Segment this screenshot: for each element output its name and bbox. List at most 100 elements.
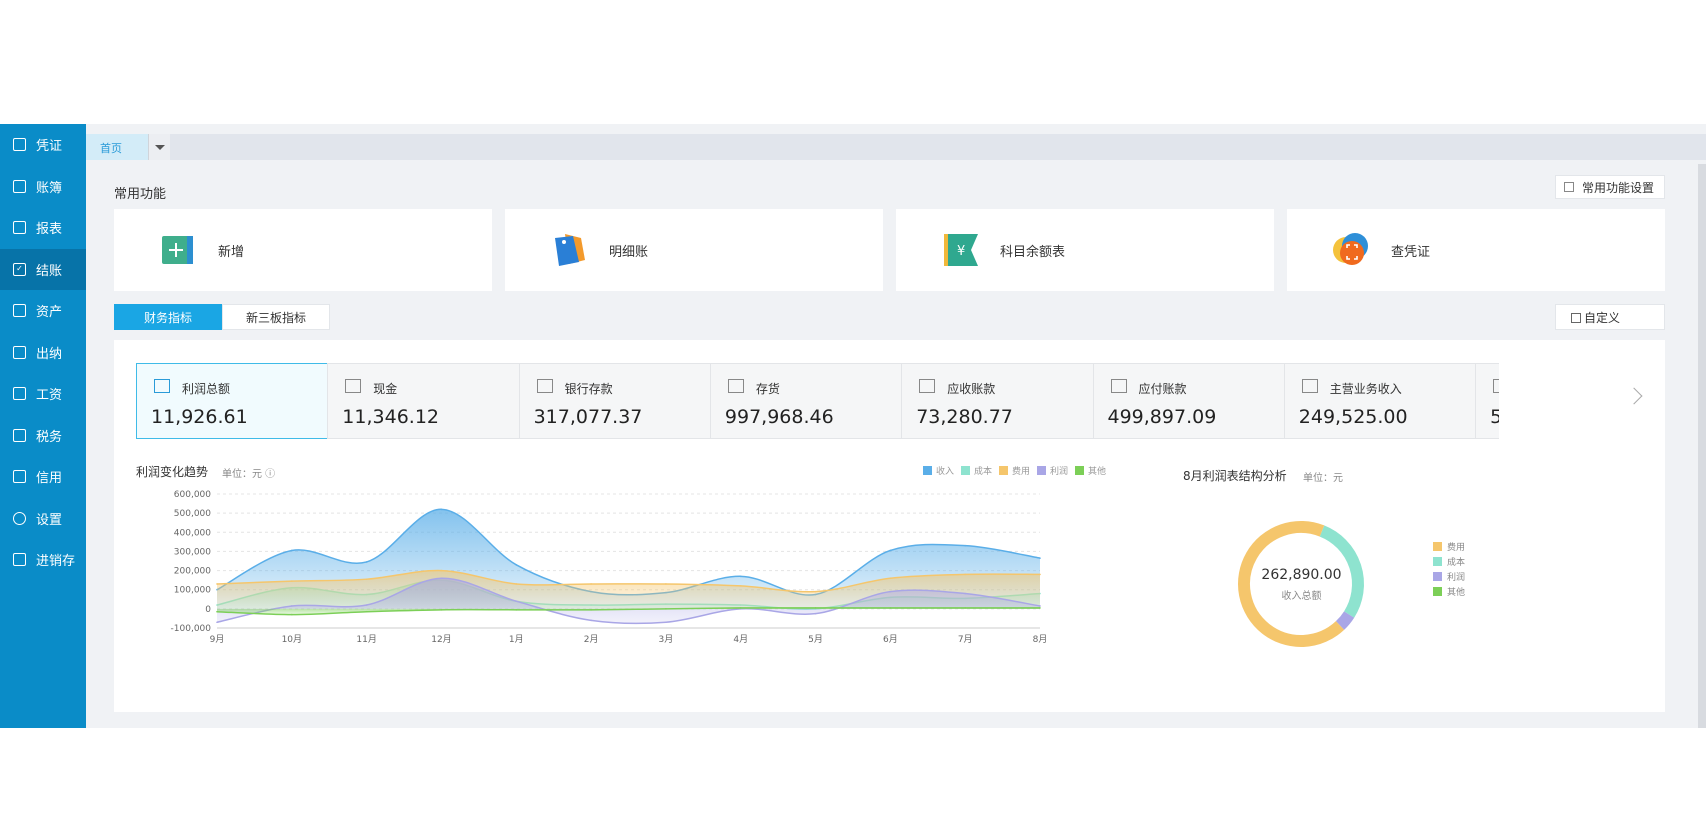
data-point [440, 609, 443, 611]
x-tick-label: 10月 [282, 634, 302, 645]
donut-legend-item[interactable]: 成本 [1433, 555, 1465, 568]
quick-card-balance-sheet[interactable]: ¥ 科目余额表 [896, 209, 1274, 291]
donut-chart-title: 8月利润表结构分析 [1183, 469, 1287, 483]
data-point [1039, 573, 1041, 576]
data-point [814, 612, 817, 615]
common-functions-title: 常用功能 [114, 187, 167, 202]
x-tick-label: 4月 [733, 634, 748, 645]
quick-card-label: 明细账 [609, 244, 649, 260]
voucher-icon [13, 138, 26, 152]
donut-total-value: 262,890.00 [1261, 567, 1342, 583]
donut-legend-item[interactable]: 其他 [1433, 585, 1465, 598]
sidebar-item-10[interactable]: 进销存 [0, 539, 86, 581]
metric-card-2[interactable]: 银行存款 317,077.37 [518, 363, 715, 439]
donut-chart [1238, 521, 1364, 647]
data-point [515, 583, 518, 585]
grid-icon [1571, 313, 1581, 323]
data-point [440, 577, 443, 580]
account-icon [154, 379, 170, 393]
sidebar-item-4[interactable]: 资产 [0, 290, 86, 332]
tab-financial-indicators[interactable]: 财务指标 [114, 304, 222, 330]
donut-slice [1238, 521, 1345, 647]
customize-button[interactable]: 自定义 [1555, 304, 1665, 330]
metric-card-7[interactable]: 5 [1475, 363, 1500, 439]
tab-home[interactable]: 首页 [86, 134, 148, 160]
data-point [964, 573, 966, 576]
metric-card-6[interactable]: 主营业务收入 249,525.00 [1283, 363, 1480, 439]
data-point [1039, 605, 1041, 607]
y-tick-label: 100,000 [174, 586, 211, 596]
data-point [665, 621, 667, 624]
metric-value: 249,525.00 [1298, 406, 1408, 428]
metric-card-5[interactable]: 应付账款 499,897.09 [1092, 363, 1289, 439]
metric-card-3[interactable]: 存货 997,968.46 [709, 363, 906, 439]
metric-card-1[interactable]: 现金 11,346.12 [327, 363, 524, 439]
sidebar-item-2[interactable]: 报表 [0, 207, 86, 249]
account-icon [919, 379, 936, 393]
donut-legend-item[interactable]: 利润 [1433, 570, 1465, 583]
legend-item[interactable]: 利润 [1037, 464, 1068, 477]
metric-value: 499,897.09 [1107, 406, 1217, 428]
inventory-icon [13, 553, 26, 567]
metric-label: 应付账款 [1138, 382, 1187, 396]
donut-slice [1335, 611, 1355, 630]
data-point [665, 608, 667, 610]
sidebar-item-6[interactable]: 工资 [0, 373, 86, 415]
unit-label: 单位：元 [222, 469, 262, 480]
sidebar-item-label: 出纳 [36, 346, 63, 362]
sidebar-item-5[interactable]: 出纳 [0, 332, 86, 374]
sidebar-item-9[interactable]: 设置 [0, 498, 86, 540]
sidebar-item-0[interactable]: 凭证 [0, 124, 86, 166]
sidebar-item-label: 进销存 [36, 554, 76, 570]
data-point [590, 609, 592, 611]
main-area: 首页 常用功能 常用功能设置 新增 明细账 [86, 124, 1706, 728]
quick-card-find-voucher[interactable]: 查凭证 [1287, 209, 1665, 291]
sidebar-item-label: 凭证 [36, 139, 63, 155]
legend-swatch [1037, 466, 1046, 475]
data-point [814, 590, 817, 593]
data-point [515, 564, 518, 566]
tab-dropdown-button[interactable] [148, 134, 170, 160]
legend-item[interactable]: 其他 [1075, 464, 1106, 477]
tab-neeq-indicators[interactable]: 新三板指标 [222, 304, 330, 330]
tab-bar: 首页 [86, 134, 1706, 160]
legend-label: 成本 [1447, 558, 1466, 568]
data-point [216, 610, 218, 613]
metric-value: 11,926.61 [151, 406, 248, 428]
quick-card-detail-ledger[interactable]: 明细账 [505, 209, 883, 291]
legend-item[interactable]: 费用 [999, 464, 1030, 477]
data-point [889, 607, 892, 609]
metric-card-0[interactable]: 利润总额 11,926.61 [136, 363, 332, 439]
metric-value: 5 [1490, 406, 1499, 428]
donut-legend-item[interactable]: 费用 [1433, 540, 1465, 553]
credit-icon [13, 470, 26, 484]
copy-icon [1564, 182, 1574, 192]
data-point [1039, 607, 1041, 609]
ledger-icon [13, 179, 26, 193]
legend-swatch [999, 466, 1008, 475]
data-point [365, 578, 368, 580]
legend-item[interactable]: 成本 [961, 464, 992, 477]
data-point [889, 590, 892, 593]
data-point [1039, 557, 1041, 559]
legend-item[interactable]: 收入 [923, 464, 954, 477]
data-point [889, 577, 892, 580]
sidebar-item-1[interactable]: 账簿 [0, 166, 86, 208]
sidebar-item-3[interactable]: ✓ 结账 [0, 248, 86, 290]
metric-label: 现金 [373, 382, 398, 396]
customize-button-label: 自定义 [1584, 310, 1621, 325]
sidebar-item-7[interactable]: 税务 [0, 415, 86, 457]
trend-chart-unit: 单位：元 ⓘ [222, 469, 276, 480]
legend-label: 利润 [1050, 467, 1069, 477]
sidebar: 凭证账簿 报表 ✓ 结账 资产出纳工资 税务 信用 设置进销存 [0, 124, 86, 728]
common-functions-settings-button[interactable]: 常用功能设置 [1555, 175, 1665, 199]
scrollbar[interactable] [1698, 164, 1706, 728]
sidebar-item-8[interactable]: 信用 [0, 456, 86, 498]
quick-card-add[interactable]: 新增 [114, 209, 492, 291]
legend-swatch [1433, 542, 1442, 551]
data-point [440, 569, 443, 572]
data-point [291, 605, 293, 607]
add-icon [162, 236, 193, 264]
x-tick-label: 7月 [958, 634, 973, 645]
data-point [739, 585, 742, 587]
